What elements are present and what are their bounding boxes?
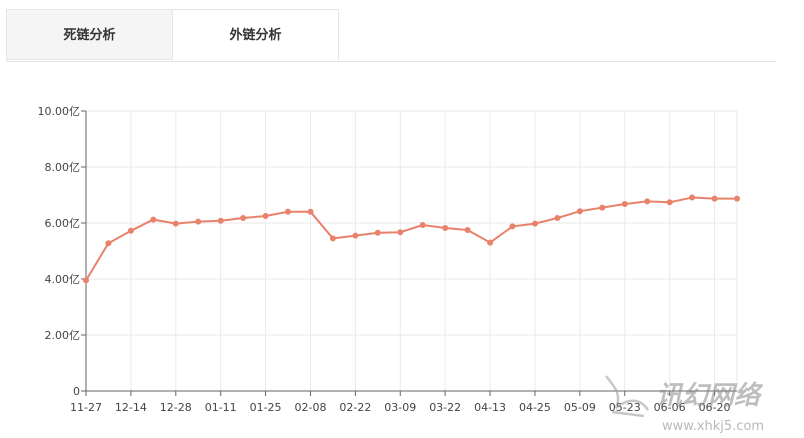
data-point	[689, 194, 696, 201]
data-point	[150, 216, 157, 223]
series-line	[85, 196, 737, 281]
tab-dead-link-analysis[interactable]: 死链分析	[6, 9, 172, 60]
data-point	[352, 232, 359, 239]
data-point	[83, 277, 89, 284]
data-point	[666, 199, 673, 206]
x-tick-label: 02-22	[339, 401, 371, 414]
data-point	[329, 235, 336, 242]
data-point	[127, 227, 134, 234]
x-tick-label: 12-28	[160, 401, 192, 414]
data-point	[105, 240, 112, 247]
data-point	[285, 208, 291, 215]
x-tick-label: 01-25	[250, 401, 282, 414]
watermark-text: 讯幻网络	[656, 381, 764, 411]
x-tick-label: 12-14	[115, 401, 147, 414]
data-point	[599, 204, 606, 211]
y-tick-label: 8.00亿	[45, 161, 81, 174]
y-tick-label: 2.00亿	[45, 329, 81, 342]
y-tick-label: 6.00亿	[45, 217, 81, 230]
data-point	[374, 229, 381, 236]
data-point	[217, 217, 224, 224]
watermark: 讯幻网络 www.xhkj5.com	[605, 375, 764, 434]
data-point	[711, 195, 718, 202]
data-point	[532, 220, 538, 227]
x-tick-label: 04-13	[474, 401, 506, 414]
data-point	[554, 215, 561, 221]
watermark-logo-icon	[605, 375, 650, 418]
data-point	[262, 213, 269, 219]
data-point	[195, 218, 202, 225]
x-tick-label: 11-27	[70, 401, 102, 414]
data-point	[307, 208, 314, 215]
data-point	[576, 208, 583, 215]
data-point	[172, 220, 179, 227]
x-tick-label: 05-09	[564, 401, 596, 414]
data-point	[397, 229, 404, 236]
x-tick-label: 06-20	[699, 401, 731, 414]
data-point	[644, 198, 651, 205]
data-point	[621, 201, 628, 207]
y-tick-label: 0	[73, 385, 80, 398]
tab-bar: 死链分析 外链分析	[6, 9, 776, 62]
x-tick-label: 01-11	[205, 401, 237, 414]
data-point	[509, 223, 516, 230]
data-point	[487, 239, 494, 246]
data-point	[464, 227, 471, 233]
data-point	[419, 222, 426, 228]
data-point	[442, 225, 449, 231]
data-point	[734, 195, 740, 202]
y-tick-label: 10.00亿	[38, 105, 81, 118]
data-point	[240, 215, 247, 221]
x-tick-label: 06-06	[654, 401, 686, 414]
x-tick-label: 03-22	[429, 401, 461, 414]
tab-external-link-analysis[interactable]: 外链分析	[172, 9, 339, 61]
watermark-url: www.xhkj5.com	[662, 419, 764, 434]
y-tick-label: 4.00亿	[45, 273, 81, 286]
x-tick-label: 02-08	[294, 401, 326, 414]
x-tick-label: 03-09	[384, 401, 416, 414]
x-tick-label: 04-25	[519, 401, 551, 414]
